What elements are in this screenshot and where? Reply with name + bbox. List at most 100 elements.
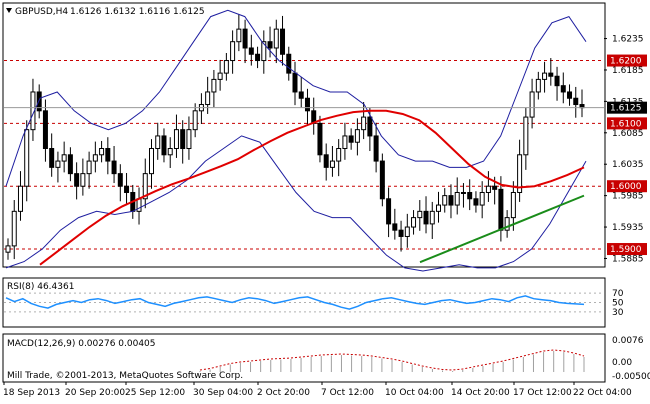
candle	[323, 143, 329, 181]
candle	[17, 171, 23, 221]
candle	[329, 145, 335, 177]
candle	[49, 133, 55, 177]
trendline	[419, 194, 585, 264]
candle	[155, 122, 161, 160]
candle	[554, 66, 560, 101]
candle	[504, 210, 510, 238]
level-price-box	[607, 180, 647, 193]
time-tick-label: 7 Oct 12:00	[321, 388, 374, 398]
candle	[273, 19, 279, 64]
level-price-label: 1.6200	[610, 57, 642, 67]
candle	[336, 139, 342, 177]
candle	[317, 115, 323, 163]
candle	[292, 61, 298, 106]
copyright-text: Mill Trade, ©2001-2013, MetaQuotes Softw…	[7, 371, 243, 381]
time-tick-label: 25 Sep 12:00	[125, 388, 185, 398]
macd-signal-line	[199, 349, 585, 371]
time-tick-label: 20 Sep 20:00	[65, 388, 125, 398]
price-tick-label: 1.5985	[612, 192, 644, 202]
candle	[298, 76, 304, 108]
candle	[142, 158, 148, 209]
candle	[479, 181, 485, 219]
time-axis: 18 Sep 2013 20 Sep 20:00 25 Sep 12:00 30 Se…	[3, 382, 632, 398]
price-tick-label: 1.6235	[612, 35, 644, 45]
candle	[467, 179, 473, 211]
candle	[348, 128, 354, 150]
time-tick-label: 2 Oct 20:00	[257, 388, 310, 398]
candle	[11, 200, 17, 260]
triangle-down-icon[interactable]	[6, 8, 12, 13]
candle	[61, 141, 67, 173]
candle	[92, 141, 98, 173]
candle	[548, 58, 554, 86]
macd-tick-label: 0.00	[612, 358, 632, 368]
rsi-tick-label: 70	[612, 289, 624, 299]
candle	[523, 107, 529, 170]
candle	[223, 53, 229, 81]
candle	[124, 173, 130, 204]
candle	[379, 153, 385, 207]
candle	[386, 187, 392, 238]
symbol-label: GBPUSD,H4	[15, 7, 68, 17]
price-panel	[2, 2, 606, 268]
candle	[373, 122, 379, 173]
candle	[248, 34, 254, 66]
price-tick-label: 1.5885	[612, 254, 644, 264]
candle	[429, 201, 435, 239]
candle	[423, 196, 429, 234]
macd-indicator: 0.0076 0.00 -0.00500	[199, 336, 650, 382]
candle	[286, 46, 292, 81]
candle	[42, 99, 48, 162]
candle	[267, 26, 273, 58]
candle	[392, 208, 398, 240]
level-price-box	[607, 117, 647, 130]
level-price-label: 1.5900	[610, 245, 642, 255]
price-level-lines: 1.6200 1.6100 1.6000 1.5900	[4, 54, 647, 256]
candle	[86, 151, 92, 189]
macd-tick-label: 0.0076	[612, 336, 644, 346]
candle	[417, 200, 423, 231]
level-price-box	[607, 243, 647, 256]
candle	[567, 84, 573, 106]
candle	[99, 140, 105, 163]
candle	[74, 162, 80, 200]
bollinger-upper-line	[5, 9, 587, 187]
candle	[117, 164, 123, 202]
moving-average-line	[39, 109, 585, 266]
candle	[460, 183, 466, 208]
candle	[448, 184, 454, 219]
time-tick-label: 18 Sep 2013	[3, 388, 60, 398]
candle	[211, 69, 217, 108]
time-tick-label: 22 Oct 04:00	[573, 388, 632, 398]
candle	[354, 118, 360, 156]
candle	[24, 120, 30, 202]
macd-label: MACD(12,26,9) 0.00276 0.00405	[7, 339, 156, 349]
candle	[398, 220, 404, 252]
current-price-box	[607, 101, 647, 114]
candle	[167, 137, 173, 168]
candle	[542, 61, 548, 93]
price-tick-label: 1.6035	[612, 160, 644, 170]
candle	[230, 30, 236, 74]
candle	[192, 103, 198, 138]
candle	[67, 147, 73, 182]
level-price-label: 1.6100	[610, 119, 642, 129]
candle	[485, 171, 491, 202]
candle	[473, 191, 479, 213]
level-price-label: 1.6000	[610, 182, 642, 192]
candle	[454, 177, 460, 215]
bollinger-lower-line	[5, 135, 587, 272]
candle	[186, 116, 192, 160]
macd-tick-label: -0.00500	[612, 372, 650, 382]
price-axis: 1.62351.61851.61351.60851.60351.59851.59…	[604, 35, 647, 264]
price-tick-label: 1.6185	[612, 66, 644, 76]
candle	[529, 78, 535, 129]
candle	[80, 158, 86, 196]
candle	[255, 46, 261, 69]
level-price-box	[607, 54, 647, 67]
time-tick-label: 30 Sep 04:00	[193, 388, 253, 398]
candle	[436, 191, 441, 223]
candle	[510, 181, 516, 231]
